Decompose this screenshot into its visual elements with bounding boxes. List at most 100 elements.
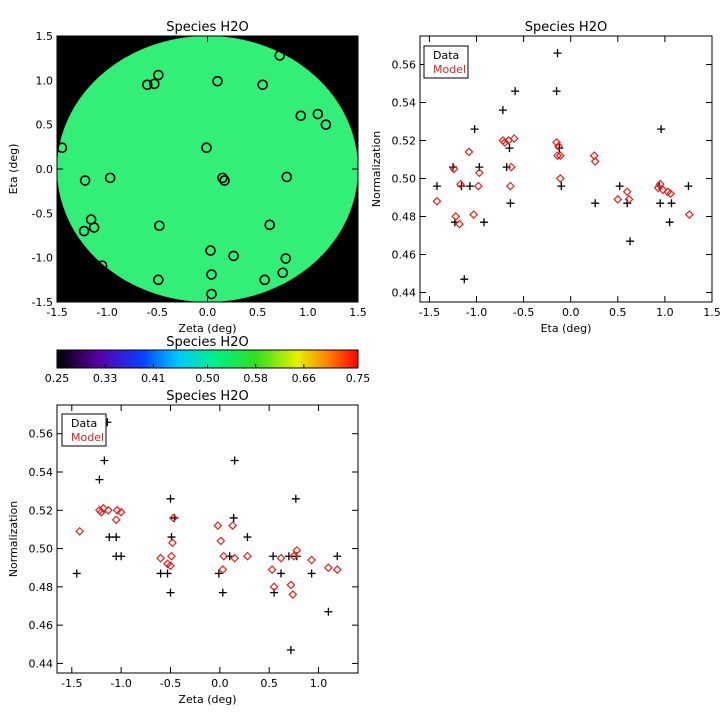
legend-model-label: Model xyxy=(71,431,104,444)
map-source-marker xyxy=(228,250,239,262)
data-point xyxy=(166,588,175,597)
map-source-marker xyxy=(154,220,165,232)
model-point xyxy=(166,561,175,571)
data-series xyxy=(432,49,693,284)
model-point xyxy=(473,181,483,191)
data-point xyxy=(286,646,295,655)
model-point xyxy=(456,179,465,189)
model-point xyxy=(230,553,240,563)
map-source-marker xyxy=(295,110,307,122)
y-axis-label: Normalization xyxy=(7,501,20,577)
y-tick-label: 0.46 xyxy=(29,619,54,632)
data-point xyxy=(615,182,624,191)
map-source-marker xyxy=(259,274,270,286)
x-tick-label: 0.5 xyxy=(249,306,267,319)
map-source-marker xyxy=(212,75,223,87)
data-point xyxy=(506,199,515,208)
map-source-marker xyxy=(153,69,164,81)
map-source-marker xyxy=(153,274,164,286)
model-point xyxy=(555,174,565,183)
data-point xyxy=(112,533,121,542)
map-field-disk xyxy=(57,36,358,302)
model-point xyxy=(505,181,515,191)
model-point xyxy=(218,565,228,575)
y-axis-label: Normalization xyxy=(370,131,383,207)
x-tick-label: 0.5 xyxy=(609,306,627,319)
map-source-marker xyxy=(281,171,293,183)
x-tick-label: -1.5 xyxy=(46,306,67,319)
x-tick-label: 0.0 xyxy=(211,677,229,690)
model-point xyxy=(75,526,85,536)
map-chart: -1.5 -1.0 -0.5 0.0 0.5 1.0 1.5 -1.5 -1.0 -0.5 0.0 0… xyxy=(7,20,367,335)
data-point xyxy=(229,513,238,522)
model-point xyxy=(323,563,333,573)
model-point xyxy=(590,156,600,166)
colorbar-tick-label: 0.41 xyxy=(141,372,166,385)
legend-model-label: Model xyxy=(433,63,466,76)
map-source-marker xyxy=(277,267,289,279)
data-point xyxy=(552,87,561,96)
model-point xyxy=(509,134,519,144)
data-point xyxy=(277,569,286,578)
y-tick-label: -0.5 xyxy=(32,207,53,220)
map-source-marker xyxy=(201,142,212,154)
data-point xyxy=(72,569,81,578)
data-point xyxy=(156,569,165,578)
model-point xyxy=(500,137,510,147)
x-tick-label: 1.5 xyxy=(703,306,720,319)
data-point xyxy=(269,552,278,561)
x-tick-label: 0.5 xyxy=(260,677,278,690)
y-tick-label: 0.52 xyxy=(29,504,54,517)
data-point xyxy=(95,475,104,484)
map-source-marker xyxy=(312,108,324,120)
data-point xyxy=(626,237,635,246)
model-point xyxy=(474,168,484,178)
y-tick-label: 0.44 xyxy=(392,287,417,300)
colorbar-tick-label: 0.50 xyxy=(195,372,220,385)
map-source-marker xyxy=(56,142,68,154)
data-point xyxy=(480,218,489,227)
y-tick-label: 1.5 xyxy=(36,30,54,43)
y-tick-label: -1.5 xyxy=(32,296,53,309)
map-source-marker xyxy=(205,245,216,256)
x-tick-label: -0.5 xyxy=(160,677,181,690)
model-point xyxy=(658,185,668,195)
plot-frame xyxy=(419,35,713,303)
y-tick-label: 0.46 xyxy=(392,249,417,262)
model-point xyxy=(267,565,277,575)
legend-box xyxy=(423,45,469,79)
data-point xyxy=(105,533,114,542)
x-axis-label: Zeta (deg) xyxy=(178,693,236,706)
data-point xyxy=(665,218,674,227)
chart-title: Species H2O xyxy=(166,20,248,35)
data-point xyxy=(667,199,676,208)
model-point xyxy=(276,553,286,563)
data-point xyxy=(324,607,333,616)
x-tick-label: -1.0 xyxy=(110,677,131,690)
colorbar-tick-label: 0.33 xyxy=(93,372,118,385)
colorbar-title: Species H2O xyxy=(166,335,248,350)
model-point xyxy=(169,513,178,523)
model-point xyxy=(156,553,166,563)
colorbar-tick-label: 0.66 xyxy=(292,372,317,385)
colorbar-tick-label: 0.58 xyxy=(243,372,268,385)
model-point xyxy=(219,551,229,561)
x-tick-label: -1.5 xyxy=(419,306,440,319)
map-source-marker xyxy=(257,79,268,91)
model-point xyxy=(103,505,113,515)
model-point xyxy=(112,505,122,515)
data-point xyxy=(333,552,342,561)
model-point xyxy=(469,210,479,220)
data-point xyxy=(214,569,223,578)
data-point xyxy=(284,552,293,561)
x-tick-label: -1.0 xyxy=(96,306,117,319)
x-tick-label: 1.5 xyxy=(349,306,367,319)
model-point xyxy=(666,189,676,199)
data-point xyxy=(557,182,566,191)
map-source-marker xyxy=(206,288,217,300)
x-tick-label: -1.5 xyxy=(61,677,82,690)
data-point xyxy=(657,125,666,134)
model-point xyxy=(464,147,474,157)
model-point xyxy=(98,503,108,513)
